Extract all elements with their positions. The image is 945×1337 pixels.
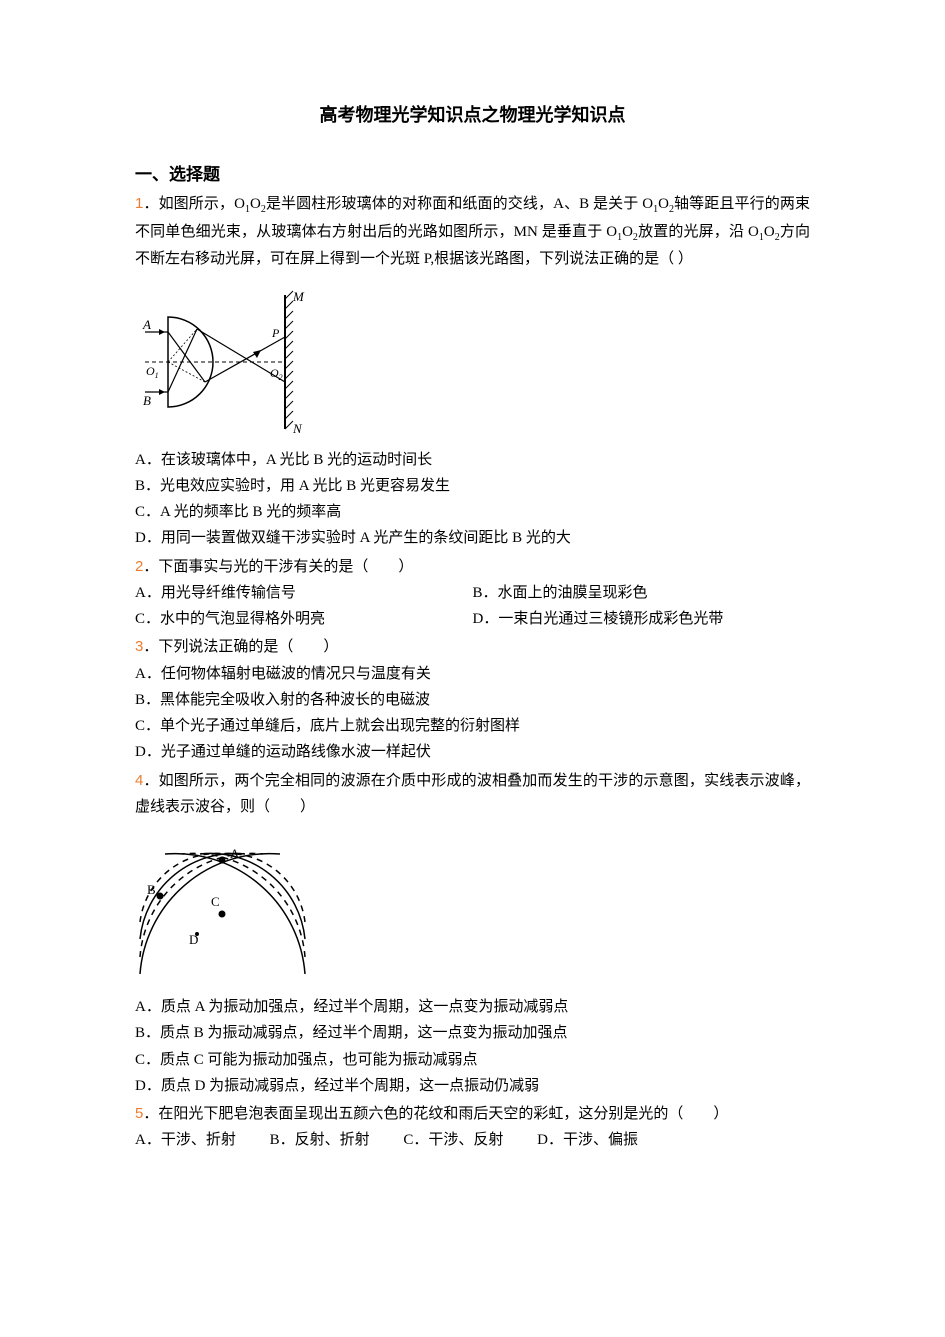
option: D．光子通过单缝的运动路线像水波一样起伏 [135,739,810,765]
question-5: 5．在阳光下肥皂泡表面呈现出五颜六色的花纹和雨后天空的彩虹，这分别是光的（ ） … [135,1101,810,1154]
svg-text:B: B [143,393,151,408]
option: C．单个光子通过单缝后，底片上就会出现完整的衍射图样 [135,713,810,739]
question-1-options: A．在该玻璃体中，A 光比 B 光的运动时间长 B．光电效应实验时，用 A 光比… [135,447,810,552]
svg-text:A: A [142,317,151,332]
question-4-options: A．质点 A 为振动加强点，经过半个周期，这一点变为振动减弱点 B．质点 B 为… [135,994,810,1099]
option: B．黑体能完全吸收入射的各种波长的电磁波 [135,687,810,713]
question-5-options: A．干涉、折射 B．反射、折射 C．干涉、反射 D．干涉、偏振 [135,1127,810,1153]
option: A．在该玻璃体中，A 光比 B 光的运动时间长 [135,447,810,473]
section-heading: 一、选择题 [135,160,810,190]
option: B．反射、折射 [270,1132,370,1148]
question-2-options: A．用光导纤维传输信号 B．水面上的油膜呈现彩色 C．水中的气泡显得格外明亮 D… [135,580,810,633]
svg-text:C: C [211,894,220,909]
question-3: 3．下列说法正确的是（ ） A．任何物体辐射电磁波的情况只与温度有关 B．黑体能… [135,634,810,765]
question-5-text: 5．在阳光下肥皂泡表面呈现出五颜六色的花纹和雨后天空的彩虹，这分别是光的（ ） [135,1101,810,1127]
option: B．质点 B 为振动减弱点，经过半个周期，这一点变为振动加强点 [135,1020,810,1046]
svg-text:B: B [147,882,156,897]
svg-text:N: N [292,421,303,436]
figure-interference-diagram: A B C D [135,834,810,984]
question-1: 1．如图所示，O1O2是半圆柱形玻璃体的对称面和纸面的交线，A、B 是关于 O1… [135,191,810,551]
option: C．水中的气泡显得格外明亮 [135,606,473,632]
option: D．干涉、偏振 [537,1132,638,1148]
option: C．质点 C 可能为振动加强点，也可能为振动减弱点 [135,1047,810,1073]
svg-text:A: A [230,846,240,861]
svg-text:P: P [271,326,280,340]
option: D．质点 D 为振动减弱点，经过半个周期，这一点振动仍减弱 [135,1073,810,1099]
page-title: 高考物理光学知识点之物理光学知识点 [135,100,810,132]
svg-text:O1: O1 [146,364,159,380]
question-1-text: 1．如图所示，O1O2是半圆柱形玻璃体的对称面和纸面的交线，A、B 是关于 O1… [135,191,810,272]
question-3-options: A．任何物体辐射电磁波的情况只与温度有关 B．黑体能完全吸收入射的各种波长的电磁… [135,661,810,766]
question-3-text: 3．下列说法正确的是（ ） [135,634,810,660]
question-4-text: 4．如图所示，两个完全相同的波源在介质中形成的波相叠加而发生的干涉的示意图，实线… [135,768,810,821]
option: A．用光导纤维传输信号 [135,580,473,606]
question-4: 4．如图所示，两个完全相同的波源在介质中形成的波相叠加而发生的干涉的示意图，实线… [135,768,810,1100]
question-2-text: 2．下面事实与光的干涉有关的是（ ） [135,554,810,580]
option: A．干涉、折射 [135,1132,236,1148]
option: A．质点 A 为振动加强点，经过半个周期，这一点变为振动减弱点 [135,994,810,1020]
option: B．光电效应实验时，用 A 光比 B 光更容易发生 [135,473,810,499]
option: B．水面上的油膜呈现彩色 [473,580,811,606]
figure-optics-diagram: M N O1 O2 A B P [135,287,810,437]
option: C．干涉、反射 [403,1132,503,1148]
option: A．任何物体辐射电磁波的情况只与温度有关 [135,661,810,687]
option: D．一束白光通过三棱镜形成彩色光带 [473,606,811,632]
option: D．用同一装置做双缝干涉实验时 A 光产生的条纹间距比 B 光的大 [135,525,810,551]
svg-text:M: M [292,289,305,304]
option: C．A 光的频率比 B 光的频率高 [135,499,810,525]
question-2: 2．下面事实与光的干涉有关的是（ ） A．用光导纤维传输信号 B．水面上的油膜呈… [135,554,810,633]
